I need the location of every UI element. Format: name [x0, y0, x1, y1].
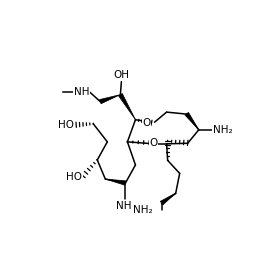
- Text: OH: OH: [113, 69, 129, 80]
- Polygon shape: [160, 193, 176, 205]
- Text: HO: HO: [58, 120, 74, 130]
- Text: NH₂: NH₂: [133, 205, 153, 215]
- Text: O: O: [149, 138, 158, 148]
- Polygon shape: [118, 93, 136, 120]
- Text: O: O: [142, 118, 151, 128]
- Polygon shape: [185, 112, 199, 130]
- Text: NH₂: NH₂: [213, 125, 232, 135]
- Polygon shape: [100, 95, 120, 104]
- Text: HO: HO: [66, 172, 82, 182]
- Polygon shape: [105, 179, 126, 185]
- Text: NH: NH: [74, 87, 89, 97]
- Text: NH₂: NH₂: [116, 201, 135, 211]
